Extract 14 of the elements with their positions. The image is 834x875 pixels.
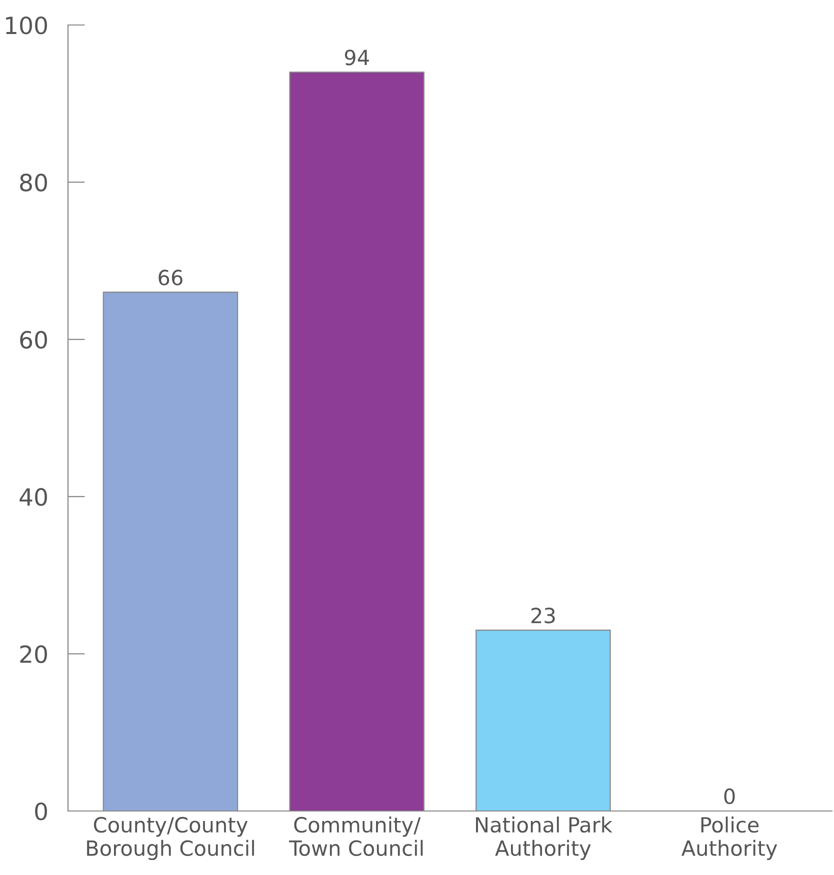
y-tick-label: 20 xyxy=(20,645,47,664)
data-label: 23 xyxy=(531,608,555,624)
x-tick-label: County/County Borough Council xyxy=(87,816,254,860)
y-tick-label: 40 xyxy=(20,488,47,506)
y-tick-label: 80 xyxy=(20,174,47,192)
x-tick-label: Police Authority xyxy=(681,816,778,860)
y-tick-label: 0 xyxy=(35,802,47,820)
y-tick-label: 100 xyxy=(6,16,47,34)
data-label: 94 xyxy=(344,50,369,66)
data-label: 0 xyxy=(724,788,735,804)
data-label: 66 xyxy=(158,270,182,286)
y-tick-label: 60 xyxy=(20,330,47,349)
x-tick-label: Community/ Town Council xyxy=(289,816,423,856)
x-tick-label: National Park Authority xyxy=(476,816,612,860)
